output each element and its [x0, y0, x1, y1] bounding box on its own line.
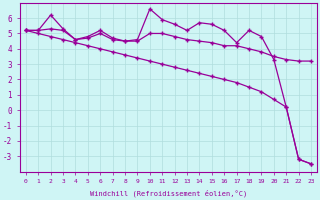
X-axis label: Windchill (Refroidissement éolien,°C): Windchill (Refroidissement éolien,°C) — [90, 190, 247, 197]
